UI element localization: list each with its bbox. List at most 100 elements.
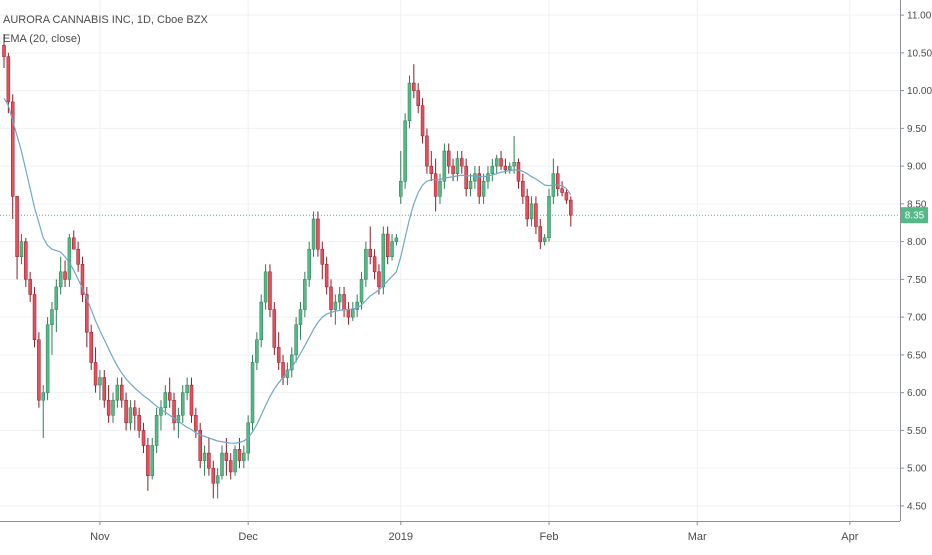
- candle-body: [329, 286, 333, 310]
- candle-body: [89, 331, 93, 363]
- candle-body: [276, 347, 281, 363]
- candle-body: [337, 294, 342, 303]
- candle: [167, 377, 172, 408]
- candle-body: [512, 162, 516, 167]
- candle-body: [412, 82, 416, 91]
- candle: [150, 437, 154, 480]
- candle: [6, 52, 11, 114]
- candle: [281, 354, 285, 386]
- candle: [368, 226, 372, 265]
- candle: [146, 437, 150, 491]
- candle-body: [521, 180, 525, 197]
- candle: [333, 294, 338, 325]
- candle: [508, 162, 512, 174]
- candle: [311, 211, 316, 257]
- y-tick-label: 8.00: [907, 237, 927, 248]
- candle: [346, 302, 351, 325]
- candle: [551, 158, 556, 204]
- x-tick-label: Feb: [540, 531, 559, 543]
- candle: [499, 151, 503, 170]
- candle: [481, 173, 486, 204]
- x-tick-label: 2019: [389, 531, 413, 543]
- candle-body: [272, 309, 277, 348]
- candle: [320, 241, 325, 280]
- candle-body: [420, 105, 425, 137]
- candle: [63, 260, 67, 287]
- candle: [359, 271, 364, 310]
- candle-body: [128, 407, 133, 424]
- candle-body: [364, 248, 368, 280]
- candle-body: [115, 384, 120, 401]
- candle-body: [106, 399, 111, 416]
- candle-body: [320, 248, 325, 265]
- y-tick-label: 6.00: [907, 388, 927, 399]
- candle-body: [473, 173, 477, 182]
- candle: [37, 332, 41, 408]
- candle: [124, 392, 128, 431]
- candle-body: [194, 415, 198, 431]
- candle-body: [102, 377, 107, 401]
- candle-body: [377, 271, 381, 288]
- candle-body: [564, 192, 569, 201]
- candle-body: [569, 199, 573, 216]
- candle-body: [24, 241, 28, 280]
- candle: [10, 94, 15, 219]
- x-tick-label: Apr: [841, 531, 858, 543]
- candle-body: [250, 362, 255, 424]
- candle-body: [224, 452, 229, 461]
- candle-body: [368, 248, 372, 257]
- candle: [211, 460, 216, 499]
- candle-body: [460, 158, 464, 167]
- candle-body: [6, 56, 11, 103]
- candle: [45, 317, 50, 401]
- candle: [133, 400, 137, 431]
- candle-body: [41, 392, 45, 401]
- candle: [54, 279, 59, 333]
- candle: [215, 468, 220, 499]
- candle: [2, 33, 6, 68]
- candle: [159, 400, 163, 431]
- y-tick-label: 5.00: [907, 464, 927, 475]
- candle-body: [385, 233, 390, 257]
- candle: [464, 158, 468, 197]
- candle: [547, 188, 551, 242]
- candle: [80, 256, 85, 303]
- candle-body: [416, 90, 420, 106]
- candle-body: [290, 354, 294, 371]
- candle-body: [150, 445, 154, 476]
- candle-body: [316, 218, 320, 250]
- candle: [207, 437, 211, 476]
- candle: [529, 196, 534, 227]
- y-tick-label: 11.00: [907, 11, 932, 22]
- candle: [298, 302, 303, 340]
- candle-body: [259, 301, 263, 341]
- candle: [176, 407, 181, 438]
- candle-body: [281, 362, 285, 378]
- candle-body: [154, 415, 159, 446]
- candle-body: [207, 452, 211, 469]
- candle-body: [233, 449, 237, 473]
- candle-body: [333, 301, 338, 310]
- candle-body: [163, 392, 168, 408]
- candle-body: [372, 256, 377, 273]
- candle-body: [72, 237, 76, 250]
- candle-body: [45, 324, 50, 393]
- candle: [89, 324, 93, 370]
- candle-body: [499, 158, 503, 167]
- candle: [119, 377, 124, 408]
- candle-body: [63, 271, 67, 280]
- candle-body: [468, 180, 473, 190]
- candle-body: [298, 309, 303, 325]
- y-tick-label: 9.00: [907, 162, 927, 173]
- candle-body: [381, 233, 386, 288]
- candle: [276, 332, 281, 370]
- candle-body: [268, 271, 272, 310]
- candle-body: [516, 162, 521, 182]
- x-tick-label: Dec: [238, 531, 258, 543]
- candle: [564, 188, 569, 204]
- candle: [58, 256, 63, 295]
- candle: [98, 369, 102, 401]
- candle: [41, 385, 45, 438]
